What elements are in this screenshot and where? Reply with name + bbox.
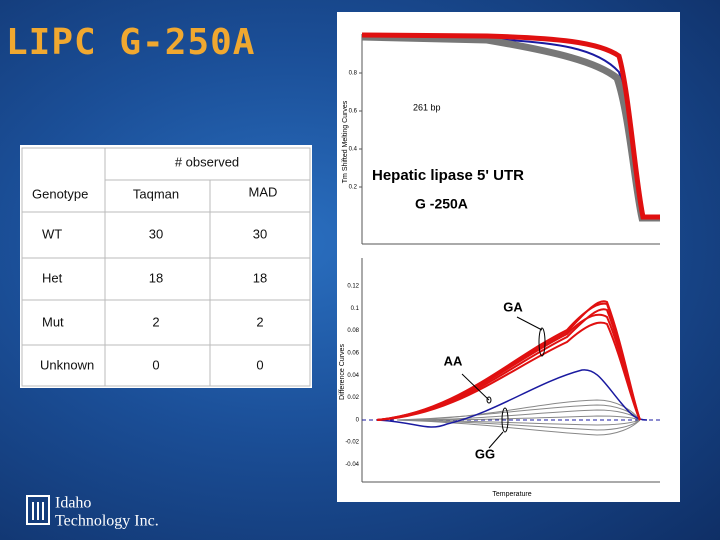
y-tick-label: 0.1 <box>351 306 360 312</box>
table-grid: # observed Genotype Taqman MAD WT 30 30 Het… <box>21 147 311 387</box>
y-tick-label: 0.6 <box>349 109 358 115</box>
curve <box>361 32 660 220</box>
column-header: MAD <box>249 184 278 199</box>
genotype-label: GG <box>475 446 495 461</box>
y-tick-label: 0.8 <box>349 71 358 77</box>
genotype-table: # observed Genotype Taqman MAD WT 30 30 Het… <box>20 145 312 388</box>
row-label: Unknown <box>40 357 94 372</box>
x-axis-label: Temperature <box>492 491 531 498</box>
ga-curves <box>376 300 641 421</box>
curve <box>361 33 660 222</box>
y-axis-label: Tm Shifted Melting Curves <box>342 100 349 183</box>
genotype-label: AA <box>444 353 463 368</box>
cell-value: 18 <box>149 270 163 285</box>
logo-text: Idaho <box>55 495 91 512</box>
y-tick-label: 0.04 <box>347 373 359 379</box>
y-tick-label: 0 <box>356 417 360 423</box>
pointer <box>461 373 490 401</box>
variant-label: G -250A <box>415 196 468 212</box>
cell-value: 18 <box>253 270 267 285</box>
pointer <box>488 431 504 449</box>
row-label: Het <box>42 270 63 285</box>
cell-value: 30 <box>149 226 163 241</box>
cell-value: 2 <box>256 314 263 329</box>
y-tick-label: -0.02 <box>345 440 359 446</box>
y-tick-label: -0.04 <box>345 462 359 468</box>
slide-title: LIPC G-250A <box>6 22 256 63</box>
group-header: # observed <box>175 154 239 169</box>
annotation: 261 bp <box>413 102 441 112</box>
logo: Idaho Technology Inc. <box>26 495 159 530</box>
genotype-label: GA <box>503 299 523 314</box>
y-tick-label: 0.12 <box>347 284 359 290</box>
y-tick-label: 0.02 <box>347 395 359 401</box>
melting-figure: Tm Shifted Melting Curves 0.8 0.6 0.4 0.2 2… <box>337 12 680 502</box>
row-label: WT <box>42 226 62 241</box>
cell-value: 2 <box>152 314 159 329</box>
cell-value: 0 <box>152 357 159 372</box>
company-logo: Idaho Technology Inc. <box>25 490 195 540</box>
marker <box>501 407 509 433</box>
logo-text: Technology Inc. <box>55 513 159 530</box>
y-tick-label: 0.4 <box>349 147 358 153</box>
y-tick-label: 0.08 <box>347 328 359 334</box>
melting-plots: Tm Shifted Melting Curves 0.8 0.6 0.4 0.2 2… <box>339 32 660 498</box>
y-axis-label: Difference Curves <box>339 344 346 400</box>
aa-curve <box>376 369 648 428</box>
row-label: Mut <box>42 314 64 329</box>
y-tick-label: 0.2 <box>349 185 358 191</box>
y-tick-label: 0.06 <box>347 350 359 356</box>
pointer <box>516 316 543 331</box>
gene-label: Hepatic lipase 5' UTR <box>372 167 524 184</box>
cell-value: 0 <box>256 357 263 372</box>
marker <box>486 396 492 404</box>
cell-value: 30 <box>253 226 267 241</box>
marker <box>538 327 546 357</box>
column-header: Taqman <box>133 186 179 201</box>
curve <box>361 37 660 218</box>
column-header: Genotype <box>32 186 88 201</box>
